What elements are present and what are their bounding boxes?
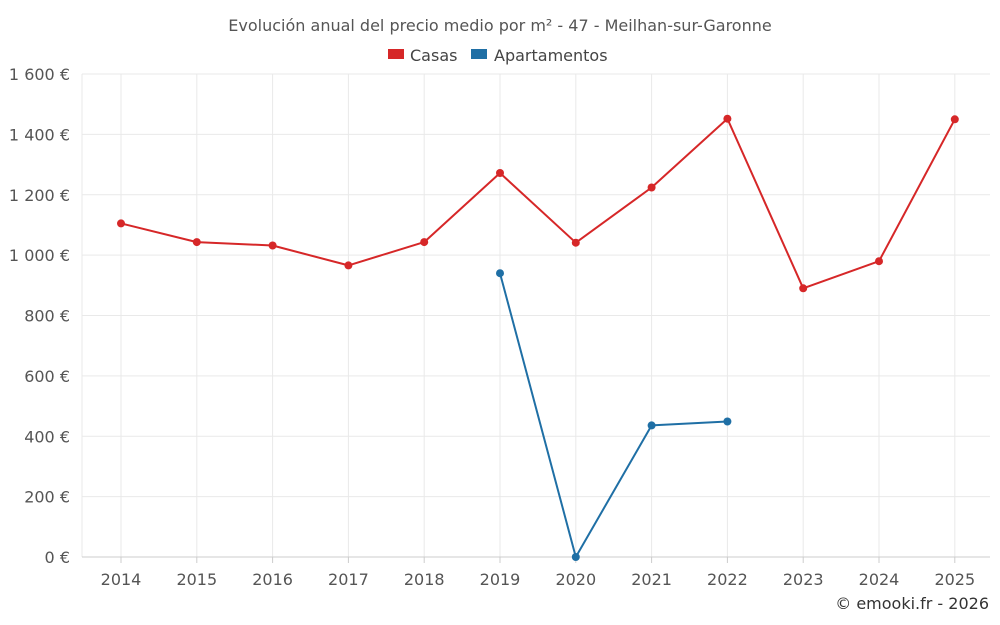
data-point-casas[interactable] xyxy=(192,238,201,247)
legend-item-apartamentos[interactable]: Apartamentos xyxy=(471,46,608,65)
x-tick-label: 2022 xyxy=(707,570,748,589)
series-line-casas xyxy=(120,117,956,290)
y-tick-label: 200 € xyxy=(24,488,70,507)
data-point-casas[interactable] xyxy=(496,169,504,177)
series-line-apartamentos xyxy=(499,272,728,558)
x-tick-label: 2019 xyxy=(480,570,521,589)
legend-label-casas: Casas xyxy=(410,46,457,65)
data-point-casas[interactable] xyxy=(723,114,732,123)
legend-swatch-apartamentos xyxy=(471,49,487,59)
y-tick-label: 800 € xyxy=(24,307,70,326)
grid-lines xyxy=(81,73,990,557)
x-tick-label: 2017 xyxy=(328,570,369,589)
series-lines xyxy=(117,114,959,561)
credit-text: © emooki.fr - 2026 xyxy=(835,594,989,613)
x-tick-label: 2014 xyxy=(101,570,142,589)
chart-title: Evolución anual del precio medio por m² … xyxy=(228,16,771,35)
legend-item-casas[interactable]: Casas xyxy=(388,46,457,65)
data-point-casas[interactable] xyxy=(117,219,125,228)
legend: Casas Apartamentos xyxy=(388,46,608,65)
data-point-casas[interactable] xyxy=(875,257,883,266)
x-tick-label: 2025 xyxy=(934,570,975,589)
y-tick-label: 400 € xyxy=(24,427,70,446)
y-tick-label: 1 400 € xyxy=(9,125,70,144)
data-point-casas[interactable] xyxy=(420,238,429,247)
data-point-casas[interactable] xyxy=(571,238,580,247)
x-tick-label: 2018 xyxy=(404,570,445,589)
y-tick-label: 600 € xyxy=(24,367,70,386)
data-point-apartamentos[interactable] xyxy=(571,553,580,561)
x-tick-label: 2023 xyxy=(783,570,824,589)
legend-label-apartamentos: Apartamentos xyxy=(494,46,608,65)
data-point-casas[interactable] xyxy=(799,284,808,293)
data-point-casas[interactable] xyxy=(268,241,277,250)
data-point-apartamentos[interactable] xyxy=(647,421,656,430)
axes: 0 € 200 € 400 € 600 € 800 € 1 000 € 1 200 € 1 4… xyxy=(9,65,990,589)
data-point-casas[interactable] xyxy=(950,115,959,124)
x-tick-label: 2020 xyxy=(555,570,596,589)
data-point-casas[interactable] xyxy=(647,183,656,192)
legend-swatch-casas xyxy=(388,49,404,59)
y-tick-label: 1 200 € xyxy=(9,186,70,205)
x-tick-label: 2015 xyxy=(176,570,217,589)
data-point-apartamentos[interactable] xyxy=(496,269,504,278)
y-tick-label: 1 600 € xyxy=(9,65,70,84)
y-tick-label: 1 000 € xyxy=(9,246,70,265)
data-point-casas[interactable] xyxy=(344,261,353,270)
y-tick-label: 0 € xyxy=(45,548,70,567)
data-point-apartamentos[interactable] xyxy=(723,417,732,426)
x-tick-label: 2021 xyxy=(631,570,672,589)
x-tick-label: 2024 xyxy=(859,570,900,589)
x-tick-label: 2016 xyxy=(252,570,293,589)
